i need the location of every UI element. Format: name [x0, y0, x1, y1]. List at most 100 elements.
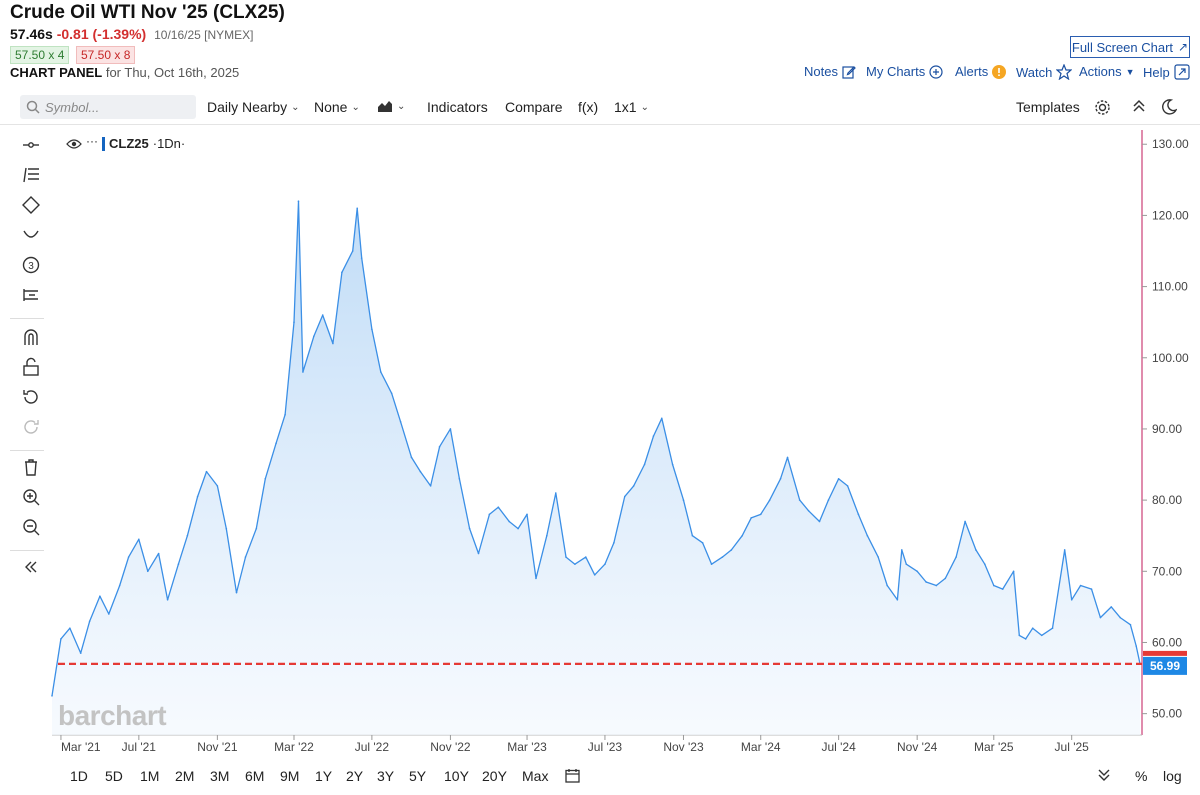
- delete-button[interactable]: [18, 454, 44, 480]
- measure-tool-button[interactable]: [18, 282, 44, 308]
- price-point: [390, 392, 393, 395]
- range-button-6m[interactable]: 6M: [245, 768, 265, 784]
- x-tick-label: Nov '22: [430, 740, 471, 754]
- collapse-bottom-button[interactable]: [1098, 768, 1110, 784]
- shape-tool-button[interactable]: [18, 192, 44, 218]
- chart-panel-label: CHART PANEL for Thu, Oct 16th, 2025: [10, 65, 239, 80]
- price-point: [284, 413, 286, 416]
- price-point: [429, 485, 432, 487]
- price-point: [351, 250, 354, 252]
- percent-toggle[interactable]: %: [1135, 768, 1148, 784]
- period-dropdown[interactable]: Daily Nearby ⌄: [207, 99, 300, 115]
- price-point: [691, 534, 694, 537]
- area-layer: [51, 200, 1141, 735]
- price-point: [798, 499, 801, 501]
- last-price-layer: 56.99: [58, 650, 1187, 675]
- range-button-5d[interactable]: 5D: [105, 768, 123, 784]
- function-button[interactable]: f(x): [578, 99, 599, 115]
- double-chevron-down-icon: [1098, 769, 1110, 781]
- my-charts-link[interactable]: My Charts: [866, 64, 943, 79]
- range-button-9m[interactable]: 9M: [280, 768, 300, 784]
- range-button-2m[interactable]: 2M: [175, 768, 195, 784]
- undo-button[interactable]: [18, 384, 44, 410]
- price-point: [297, 200, 300, 202]
- range-button-1m[interactable]: 1M: [140, 768, 160, 784]
- price-point: [177, 563, 180, 565]
- range-button-max[interactable]: Max: [522, 768, 549, 784]
- dark-mode-toggle[interactable]: [1161, 99, 1177, 115]
- x-tick-label: Mar '25: [974, 740, 1014, 754]
- price-point: [438, 445, 441, 448]
- price-point: [332, 342, 334, 345]
- log-toggle[interactable]: log: [1163, 768, 1182, 784]
- price-change: -0.81 (-1.39%): [56, 26, 147, 42]
- watch-link[interactable]: Watch: [1016, 64, 1073, 80]
- magnet-tool-button[interactable]: [18, 324, 44, 350]
- layout-dropdown[interactable]: 1x1 ⌄: [614, 99, 649, 115]
- y-tick-label: 50.00: [1152, 707, 1182, 721]
- plus-circle-icon: [929, 64, 943, 79]
- chart-type-dropdown[interactable]: ⌄: [377, 99, 405, 113]
- range-button-1d[interactable]: 1D: [70, 768, 88, 784]
- lock-tool-button[interactable]: [18, 354, 44, 380]
- notes-label: Notes: [804, 64, 838, 79]
- range-button-3y[interactable]: 3Y: [377, 768, 395, 784]
- x-tick-label: Nov '24: [897, 740, 938, 754]
- bid-badge: 57.50 x 4: [10, 46, 70, 64]
- price-point: [1012, 570, 1015, 573]
- price-point: [643, 463, 646, 466]
- measure-icon: [23, 289, 38, 301]
- last-price: 57.46s: [10, 26, 53, 42]
- price-point: [807, 509, 810, 512]
- settings-button[interactable]: [1094, 99, 1111, 116]
- unlock-icon: [23, 357, 39, 376]
- zoom-in-button[interactable]: [18, 484, 44, 510]
- collapse-tools-button[interactable]: [18, 554, 44, 580]
- line-tool-button[interactable]: [18, 132, 44, 158]
- arc-tool-button[interactable]: [18, 222, 44, 248]
- legend-interval: ·1Dn·: [152, 136, 186, 151]
- actions-menu[interactable]: Actions ▼: [1079, 64, 1135, 79]
- search-icon: [26, 100, 40, 114]
- panel-date: for Thu, Oct 16th, 2025: [105, 65, 240, 80]
- price-point: [886, 584, 888, 587]
- price-point: [535, 577, 537, 580]
- annotation-tool-button[interactable]: 3: [18, 252, 44, 278]
- range-button-2y[interactable]: 2Y: [346, 768, 364, 784]
- legend-symbol: CLZ25: [109, 136, 149, 151]
- chevron-down-icon: ⌄: [351, 101, 360, 113]
- alerts-label: Alerts: [955, 64, 989, 79]
- templates-button[interactable]: Templates: [1016, 99, 1080, 115]
- fibonacci-tool-button[interactable]: [18, 162, 44, 188]
- compare-button[interactable]: Compare: [505, 99, 563, 115]
- indicators-button[interactable]: Indicators: [427, 99, 488, 115]
- price-point: [360, 257, 363, 259]
- zoom-out-button[interactable]: [18, 514, 44, 540]
- price-point: [1001, 588, 1004, 590]
- range-button-5y[interactable]: 5Y: [409, 768, 427, 784]
- range-button-10y[interactable]: 10Y: [444, 768, 469, 784]
- symbol-search-input[interactable]: Symbol...: [20, 95, 196, 119]
- range-button-1y[interactable]: 1Y: [315, 768, 333, 784]
- help-link[interactable]: Help: [1143, 64, 1190, 80]
- y-axis-ticks: 50.00 60.00 70.00 80.00 90.00 100.00 110.00 120…: [1142, 137, 1189, 721]
- notes-link[interactable]: Notes: [804, 64, 856, 79]
- redo-button[interactable]: [18, 414, 44, 440]
- undo-icon: [23, 390, 38, 404]
- range-button-20y[interactable]: 20Y: [482, 768, 507, 784]
- none-dropdown[interactable]: None ⌄: [314, 99, 360, 115]
- alerts-link[interactable]: Alerts: [955, 64, 1007, 79]
- more-icon[interactable]: ···: [86, 133, 98, 148]
- price-point: [964, 520, 966, 523]
- tool-divider: [10, 318, 44, 319]
- calendar-button[interactable]: [565, 768, 580, 786]
- collapse-header-button[interactable]: [1132, 99, 1146, 113]
- price-point: [857, 513, 860, 516]
- full-screen-chart-button[interactable]: Full Screen Chart ↗: [1070, 36, 1190, 58]
- price-point: [623, 495, 626, 498]
- price-series-line: [51, 200, 1141, 697]
- eye-icon[interactable]: [66, 138, 82, 150]
- range-button-3m[interactable]: 3M: [210, 768, 230, 784]
- price-point: [1051, 627, 1054, 630]
